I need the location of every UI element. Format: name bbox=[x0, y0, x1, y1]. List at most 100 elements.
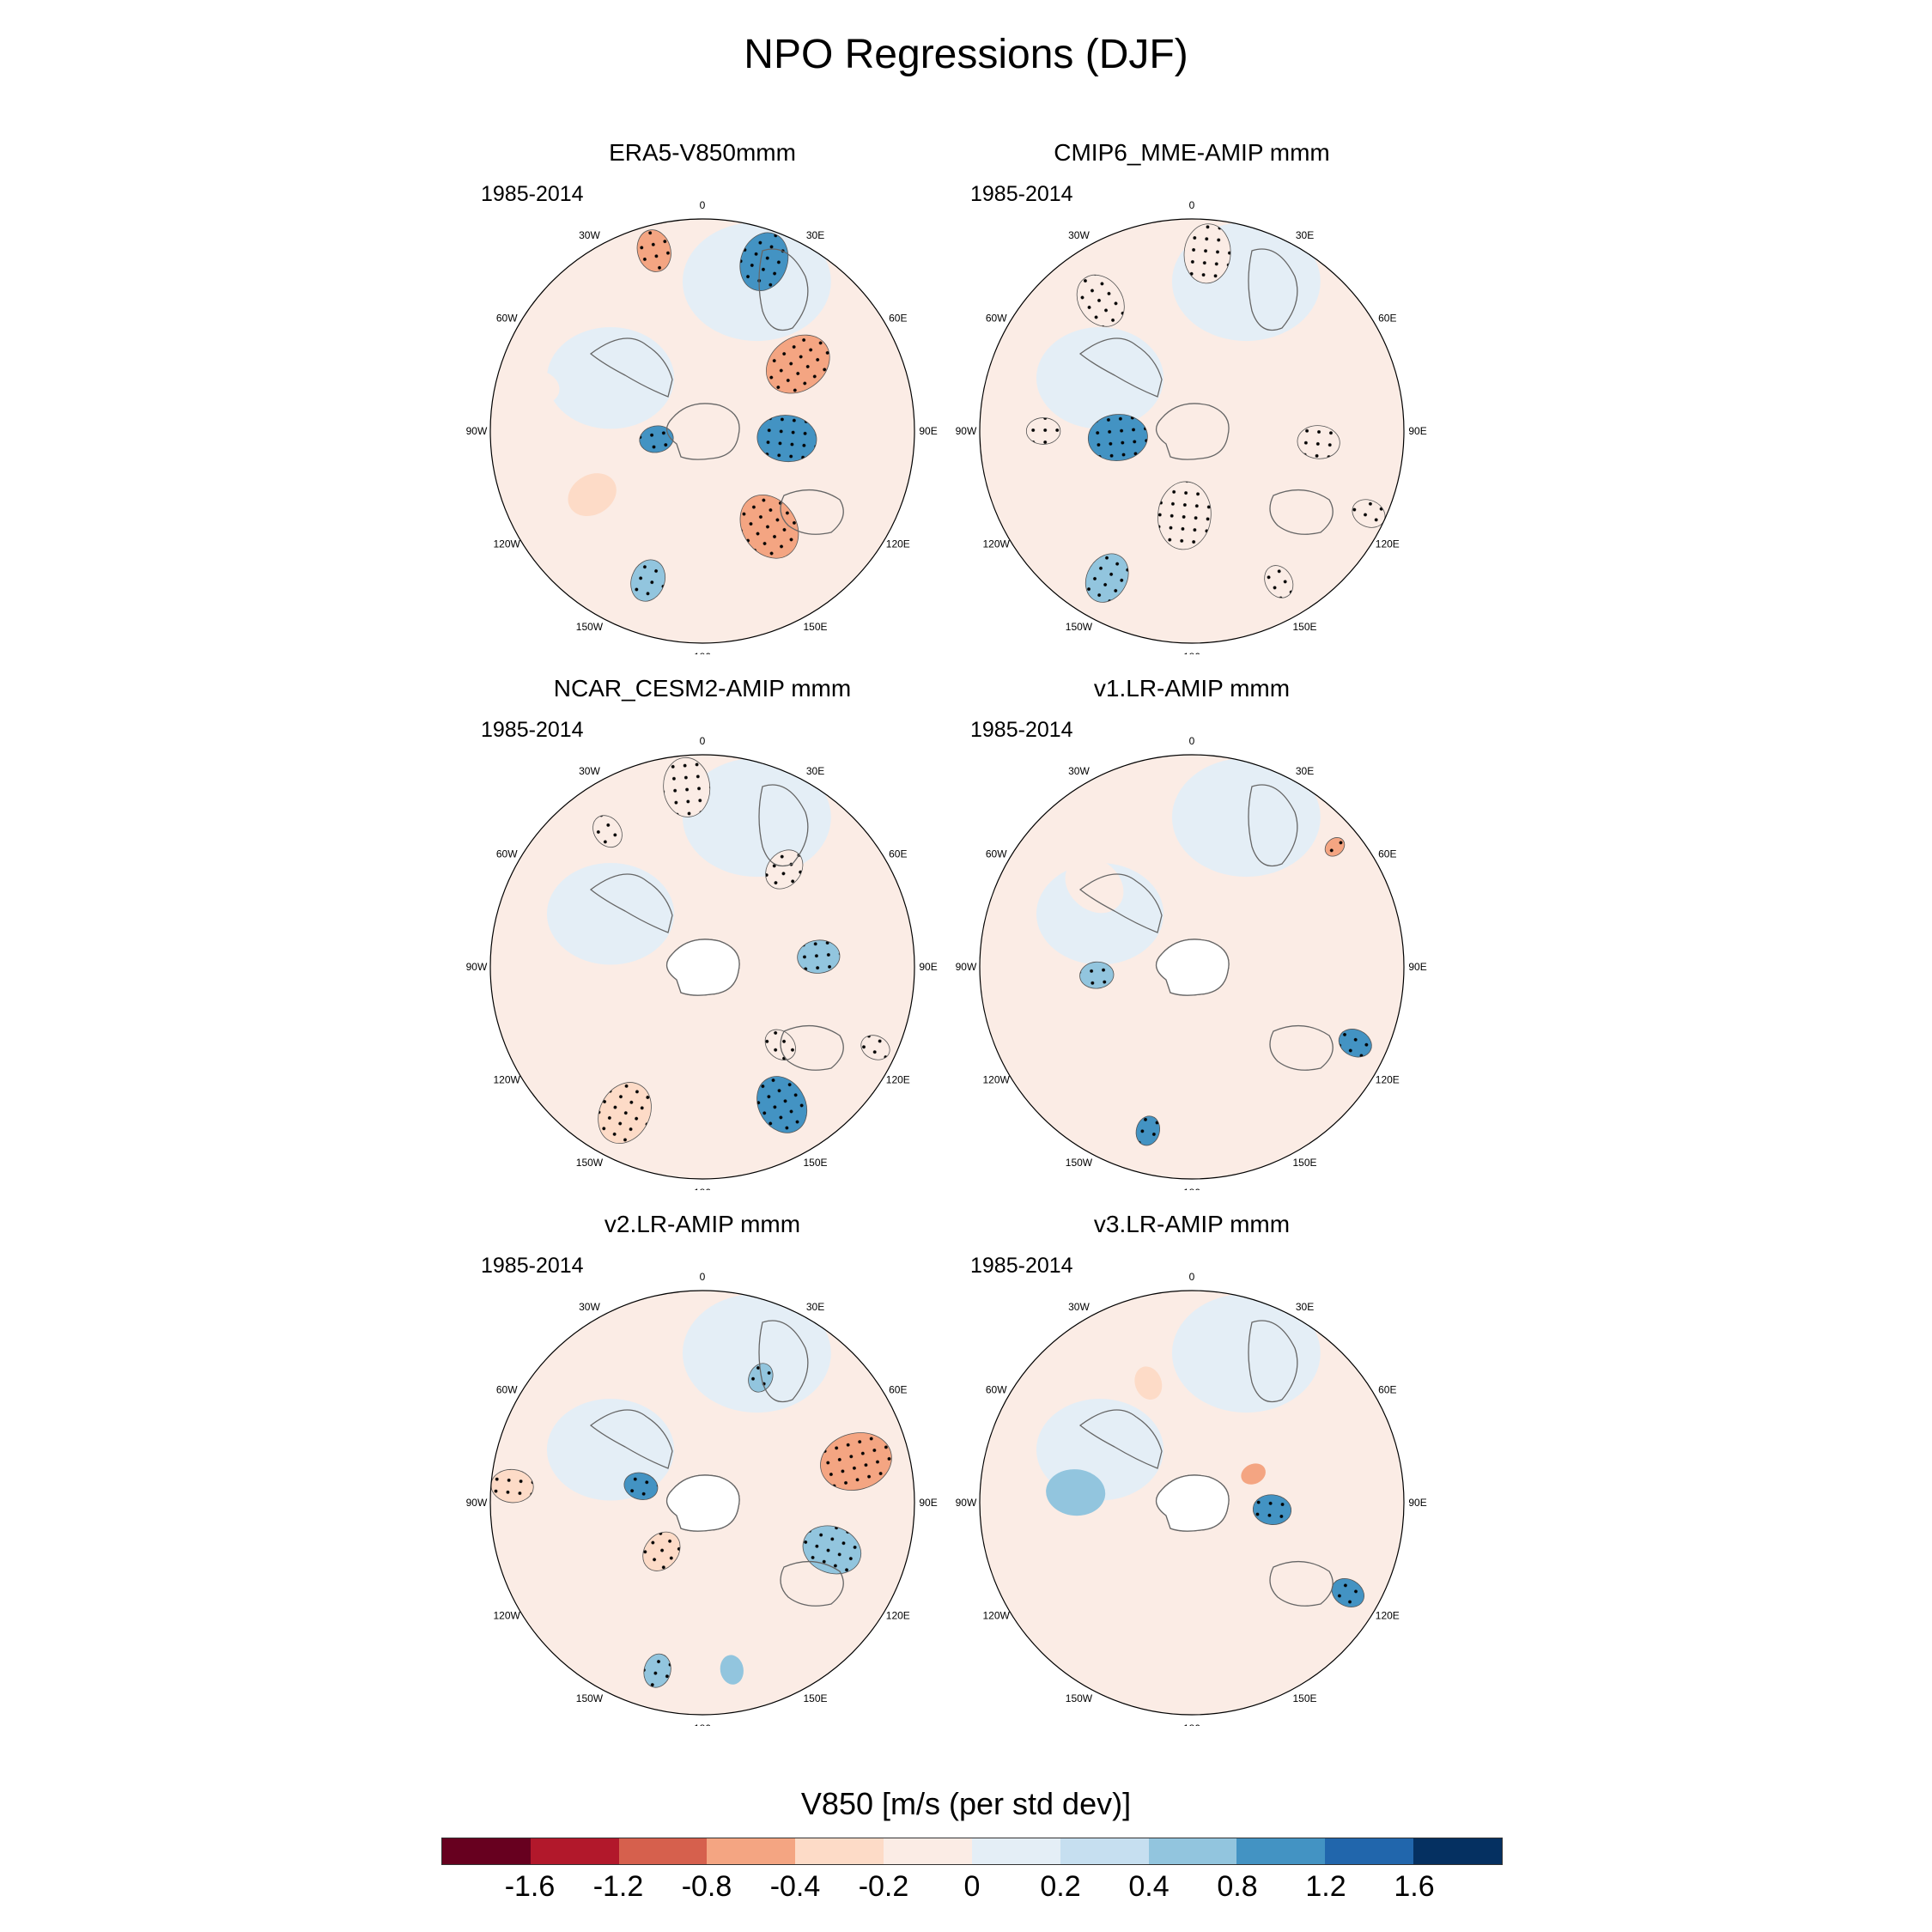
coastline bbox=[589, 337, 673, 398]
polar-map: 0 30E 60E 90E 120E 150E 180 150W 120W 90W 60W 30W bbox=[956, 1271, 1427, 1726]
map-boundary bbox=[489, 218, 915, 644]
longitude-label: 120E bbox=[1376, 1610, 1400, 1622]
coastline bbox=[1156, 403, 1230, 460]
coastline bbox=[1248, 784, 1298, 867]
longitude-label: 90E bbox=[919, 961, 937, 973]
coastline bbox=[758, 1320, 809, 1403]
longitude-label: 30W bbox=[579, 1301, 600, 1313]
background-patch bbox=[682, 757, 831, 878]
polar-map: 0 30E 60E 90E 120E 150E 180 150W 120W 90W 60W 30W bbox=[466, 199, 938, 654]
colorbar-tick-label: 1.2 bbox=[1305, 1870, 1346, 1903]
significance-stipple bbox=[636, 229, 671, 272]
longitude-label: 30E bbox=[1296, 1301, 1314, 1313]
longitude-label: 90W bbox=[466, 961, 488, 973]
longitude-label: 150W bbox=[576, 1157, 604, 1169]
map-panel: v2.LR-AMIP mmm 1985-2014 0 30E 60E 90E 120E 150… bbox=[462, 1211, 943, 1726]
anomaly-region bbox=[1126, 1029, 1163, 1070]
longitude-label: 0 bbox=[1189, 199, 1195, 211]
colorbar-tick-label: -0.2 bbox=[858, 1870, 909, 1903]
colorbar: V850 [m/s (per std dev)] -1.6 -1.2 -0.8 -0.… bbox=[0, 1786, 1932, 1932]
panel-period: 1985-2014 bbox=[481, 1254, 584, 1278]
colorbar-tick-label: -1.6 bbox=[504, 1870, 556, 1903]
background-patch bbox=[533, 1598, 640, 1684]
coastline bbox=[758, 784, 809, 867]
colorbar-swatch bbox=[1148, 1838, 1237, 1864]
map-panel: ERA5-V850mmm 1985-2014 0 30E 60E 90E 120E 150E 1… bbox=[462, 139, 943, 654]
map-boundary bbox=[979, 218, 1405, 644]
longitude-label: 30E bbox=[806, 1301, 824, 1313]
longitude-label: 60E bbox=[889, 1383, 907, 1395]
background-patch bbox=[1171, 757, 1321, 878]
colorbar-swatch bbox=[1413, 1838, 1502, 1864]
longitude-label: 30W bbox=[1068, 229, 1090, 241]
longitude-label: 120E bbox=[1376, 538, 1400, 550]
panel-title: v1.LR-AMIP mmm bbox=[1093, 675, 1291, 702]
colorbar-tick-label: -1.2 bbox=[592, 1870, 644, 1903]
significance-stipple bbox=[1079, 961, 1115, 989]
significance-stipple bbox=[820, 1432, 892, 1491]
longitude-label: 90E bbox=[1408, 1497, 1426, 1509]
antarctica-mask bbox=[666, 939, 740, 996]
coastline bbox=[758, 248, 809, 331]
coastline bbox=[1269, 489, 1334, 535]
longitude-label: 120E bbox=[886, 1074, 910, 1086]
significance-stipple bbox=[1264, 565, 1294, 598]
coastline bbox=[1078, 1409, 1163, 1469]
colorbar-swatch bbox=[442, 1838, 531, 1864]
longitude-label: 150W bbox=[1066, 1157, 1093, 1169]
anomaly-region bbox=[1046, 1469, 1106, 1516]
colorbar-swatch bbox=[1325, 1838, 1414, 1864]
map-panel: NCAR_CESM2-AMIP mmm 1985-2014 0 30E 60E 90E 12… bbox=[462, 675, 943, 1190]
colorbar-swatch bbox=[884, 1838, 972, 1864]
significance-stipple bbox=[630, 559, 666, 602]
background-patch bbox=[682, 1293, 831, 1413]
coastline bbox=[1269, 1024, 1334, 1071]
longitude-label: 0 bbox=[700, 199, 706, 211]
longitude-label: 150E bbox=[804, 1692, 828, 1704]
longitude-label: 120E bbox=[886, 538, 910, 550]
coastline bbox=[1078, 873, 1163, 933]
coastline bbox=[780, 1560, 844, 1607]
figure-title: NPO Regressions (DJF) bbox=[744, 32, 1188, 77]
anomaly-region bbox=[1134, 1366, 1163, 1400]
coastline bbox=[780, 489, 844, 535]
longitude-label: 120W bbox=[983, 1610, 1011, 1622]
significance-stipple bbox=[642, 1531, 681, 1571]
longitude-label: 180 bbox=[694, 651, 711, 654]
background-patch bbox=[1210, 1549, 1338, 1651]
anomaly-region bbox=[568, 473, 617, 517]
colorbar-swatch bbox=[1060, 1838, 1149, 1864]
anomaly-region bbox=[1065, 857, 1124, 914]
background-patch bbox=[533, 526, 640, 612]
longitude-label: 180 bbox=[694, 1187, 711, 1190]
anomaly-region bbox=[1070, 1584, 1144, 1664]
antarctica-mask bbox=[666, 1474, 740, 1532]
panel-title: v2.LR-AMIP mmm bbox=[604, 1211, 801, 1237]
longitude-label: 180 bbox=[1183, 1722, 1200, 1726]
colorbar-tick-label: -0.8 bbox=[681, 1870, 732, 1903]
colorbar-swatch bbox=[795, 1838, 884, 1864]
longitude-label: 90W bbox=[466, 1497, 488, 1509]
background-patch bbox=[546, 326, 675, 429]
longitude-label: 120W bbox=[494, 538, 521, 550]
longitude-label: 90E bbox=[919, 425, 937, 437]
longitude-label: 150W bbox=[1066, 621, 1093, 633]
coastline bbox=[666, 403, 740, 460]
longitude-label: 150E bbox=[1293, 1692, 1317, 1704]
map-boundary bbox=[489, 1290, 915, 1716]
anomaly-region bbox=[1241, 1463, 1266, 1485]
longitude-label: 90E bbox=[1408, 961, 1426, 973]
longitude-label: 180 bbox=[694, 1722, 711, 1726]
longitude-label: 120W bbox=[983, 538, 1011, 550]
background-patch bbox=[1023, 1062, 1129, 1148]
panel-period: 1985-2014 bbox=[970, 718, 1073, 742]
panel-title: v3.LR-AMIP mmm bbox=[1093, 1211, 1291, 1237]
significance-stipple bbox=[663, 756, 711, 817]
longitude-label: 90W bbox=[956, 425, 977, 437]
background-patch bbox=[720, 1013, 848, 1115]
longitude-label: 30E bbox=[806, 765, 824, 777]
longitude-label: 30W bbox=[579, 765, 600, 777]
panel-period: 1985-2014 bbox=[970, 1254, 1073, 1278]
colorbar-swatches bbox=[441, 1838, 1503, 1865]
longitude-label: 150W bbox=[1066, 1692, 1093, 1704]
